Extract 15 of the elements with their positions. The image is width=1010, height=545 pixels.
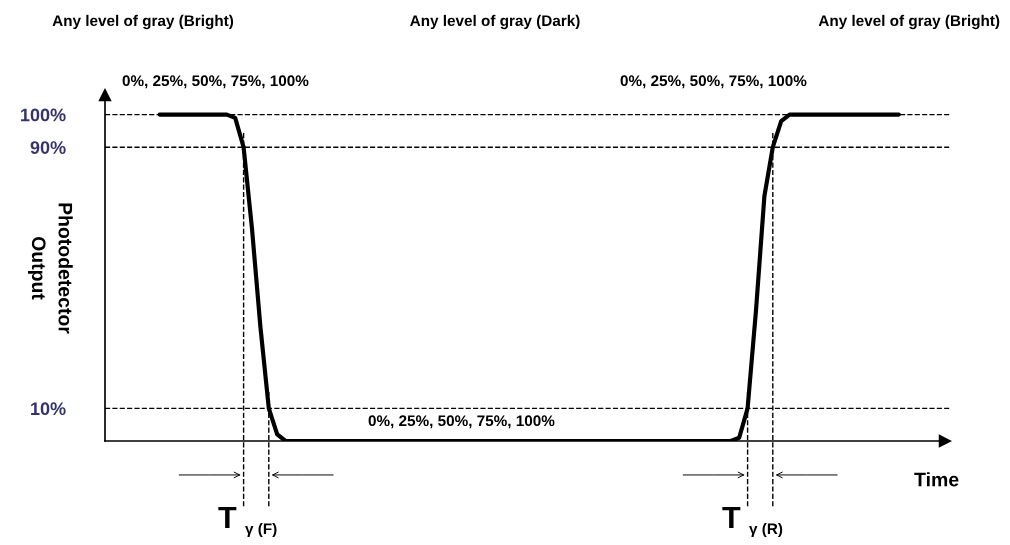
text: 0%, 25%, 50%, 75%, 100% bbox=[122, 75, 309, 89]
y-tick-label: 90% bbox=[30, 141, 66, 154]
y-axis-title: Photodetector Output bbox=[28, 203, 73, 334]
text: 0%, 25%, 50%, 75%, 100% bbox=[620, 75, 807, 89]
text: T bbox=[722, 506, 741, 528]
x-axis-title: Time bbox=[914, 472, 959, 487]
y-tick-label: 10% bbox=[31, 402, 66, 416]
text: γ (R) bbox=[749, 522, 783, 538]
text: T bbox=[218, 506, 237, 528]
text: γ (F) bbox=[245, 522, 277, 538]
y-tick-label: 100% bbox=[21, 108, 66, 122]
annotation: 0%, 25%, 50%, 75%, 100% bbox=[368, 415, 555, 429]
text: Any level of gray (Bright) bbox=[818, 14, 1000, 30]
text: Any level of gray (Dark) bbox=[410, 14, 580, 30]
text: Any level of gray (Bright) bbox=[52, 14, 234, 30]
